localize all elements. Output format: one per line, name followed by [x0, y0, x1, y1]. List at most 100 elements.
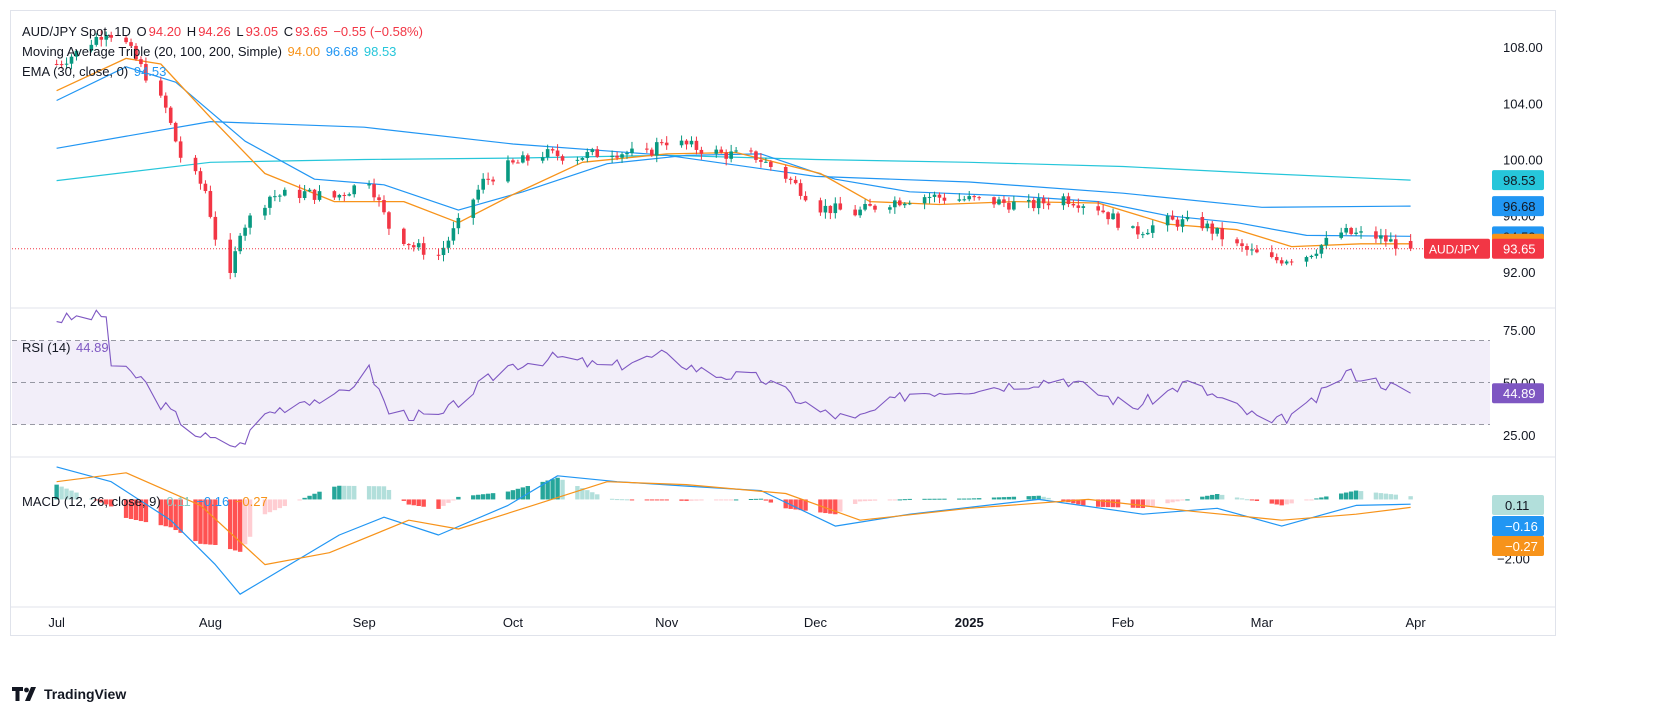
macd-hist-bar: [867, 499, 873, 501]
macd-hist-bar: [694, 499, 699, 501]
macd-hist-badge-text: 0.11: [1505, 498, 1529, 513]
candle-body: [1274, 257, 1279, 261]
macd-hist-bar: [1339, 493, 1344, 500]
high-value: 94.26: [198, 24, 231, 39]
candle-body: [416, 243, 421, 248]
candle-body: [927, 196, 932, 198]
macd-hist-bar: [436, 499, 441, 509]
symbol-title: AUD/JPY Spot, 1D: [22, 24, 131, 39]
close-label: C: [283, 24, 294, 39]
candle-body: [1250, 249, 1254, 251]
macd-hist-bar: [852, 499, 858, 504]
macd-hist-bar: [996, 497, 1002, 500]
candle-body: [268, 196, 272, 208]
macd-hist-bar: [108, 499, 114, 507]
candle-body: [99, 36, 104, 40]
candle-body: [456, 217, 461, 229]
candle-body: [238, 235, 242, 252]
candle-body: [1185, 216, 1190, 220]
macd-hist-bar: [138, 499, 144, 522]
macd-hist-bar: [342, 485, 347, 500]
macd-label: MACD (12, 26, close, 9): [22, 494, 161, 509]
macd-hist-bar: [123, 499, 129, 518]
macd-hist-bar: [476, 494, 481, 500]
macd-hist-bar: [178, 499, 183, 533]
candle-body: [436, 254, 441, 256]
macd-hist-bar: [783, 499, 788, 509]
candle-body: [1279, 260, 1284, 264]
candle-body: [783, 166, 788, 179]
macd-signal-badge: [1492, 536, 1544, 556]
macd-hist-bar: [595, 494, 600, 500]
macd-hist-bar: [128, 499, 134, 519]
candle-body: [1215, 228, 1220, 234]
price-axis-tick: 104.00: [1503, 96, 1543, 111]
macd-hist-bar: [828, 499, 833, 514]
candle-body: [1081, 206, 1086, 208]
macd-hist-bar: [59, 486, 64, 500]
macd-hist-bar: [798, 499, 803, 511]
price-label-badge: [1492, 170, 1544, 191]
candle-body: [1269, 252, 1274, 258]
candle-body: [228, 239, 233, 273]
macd-hist-bar: [515, 488, 521, 500]
macd-hist-bar: [793, 499, 798, 510]
symbol-badge-text: AUD/JPY: [1429, 243, 1480, 257]
candle-body: [540, 157, 545, 161]
macd-hist-bar: [208, 499, 213, 545]
candle-body: [248, 215, 252, 228]
macd-hist-bar: [1036, 495, 1041, 500]
macd-hist-bar: [937, 498, 942, 500]
macd-hist-bar: [277, 499, 283, 509]
candle-body: [1101, 210, 1105, 213]
macd-hist-bar: [550, 479, 555, 500]
tradingview-brand[interactable]: TradingView: [12, 686, 126, 702]
macd-hist-bar: [203, 499, 208, 545]
macd-hist-bar: [967, 498, 972, 500]
macd-hist-bar: [659, 499, 664, 501]
candle-body: [764, 161, 768, 163]
candle-body: [347, 194, 352, 196]
macd-hist-bar: [510, 490, 516, 500]
macd-hist-bar: [352, 485, 357, 500]
macd-hist-bar: [957, 498, 962, 500]
macd-hist-bar: [619, 499, 625, 501]
macd-hist-bar: [684, 499, 689, 501]
candle-body: [873, 205, 877, 210]
candle-body: [1314, 253, 1319, 256]
candle-body: [729, 151, 733, 159]
macd-hist-bar: [490, 493, 496, 500]
ema-legend: EMA (30, close, 0) 94.53: [22, 64, 168, 80]
macd-hist-bar: [649, 499, 655, 501]
candle-body: [1359, 231, 1363, 233]
candle-body: [997, 199, 1001, 205]
macd-hist-bar: [193, 499, 198, 542]
macd-hist-bar: [411, 499, 416, 506]
macd-hist-bar: [1145, 499, 1150, 508]
macd-hist-bar: [1304, 499, 1309, 501]
candle-body: [1235, 239, 1239, 244]
candle-body: [1071, 203, 1076, 206]
candle-body: [719, 149, 724, 153]
macd-hist-bar: [74, 492, 79, 500]
candle-body: [526, 155, 530, 161]
candle-body: [868, 203, 872, 206]
macd-hist-bar: [887, 499, 893, 501]
macd-hist-bar: [163, 499, 168, 527]
macd-hist-bar: [624, 499, 630, 501]
candle-body: [144, 64, 148, 81]
macd-hist-bar: [401, 499, 407, 501]
macd-hist-bar: [803, 499, 808, 511]
macd-hist-bar: [1165, 499, 1170, 504]
candle-body: [1339, 232, 1344, 238]
candle-body: [1393, 239, 1398, 249]
candle-body: [1245, 246, 1249, 250]
candle-body: [1141, 234, 1145, 236]
candle-body: [1116, 213, 1120, 228]
macd-hist-bar: [143, 499, 149, 523]
candle-body: [863, 203, 867, 210]
macd-hist-bar: [590, 492, 595, 500]
candle-body: [1354, 232, 1358, 234]
macd-hist-bar: [337, 485, 342, 500]
